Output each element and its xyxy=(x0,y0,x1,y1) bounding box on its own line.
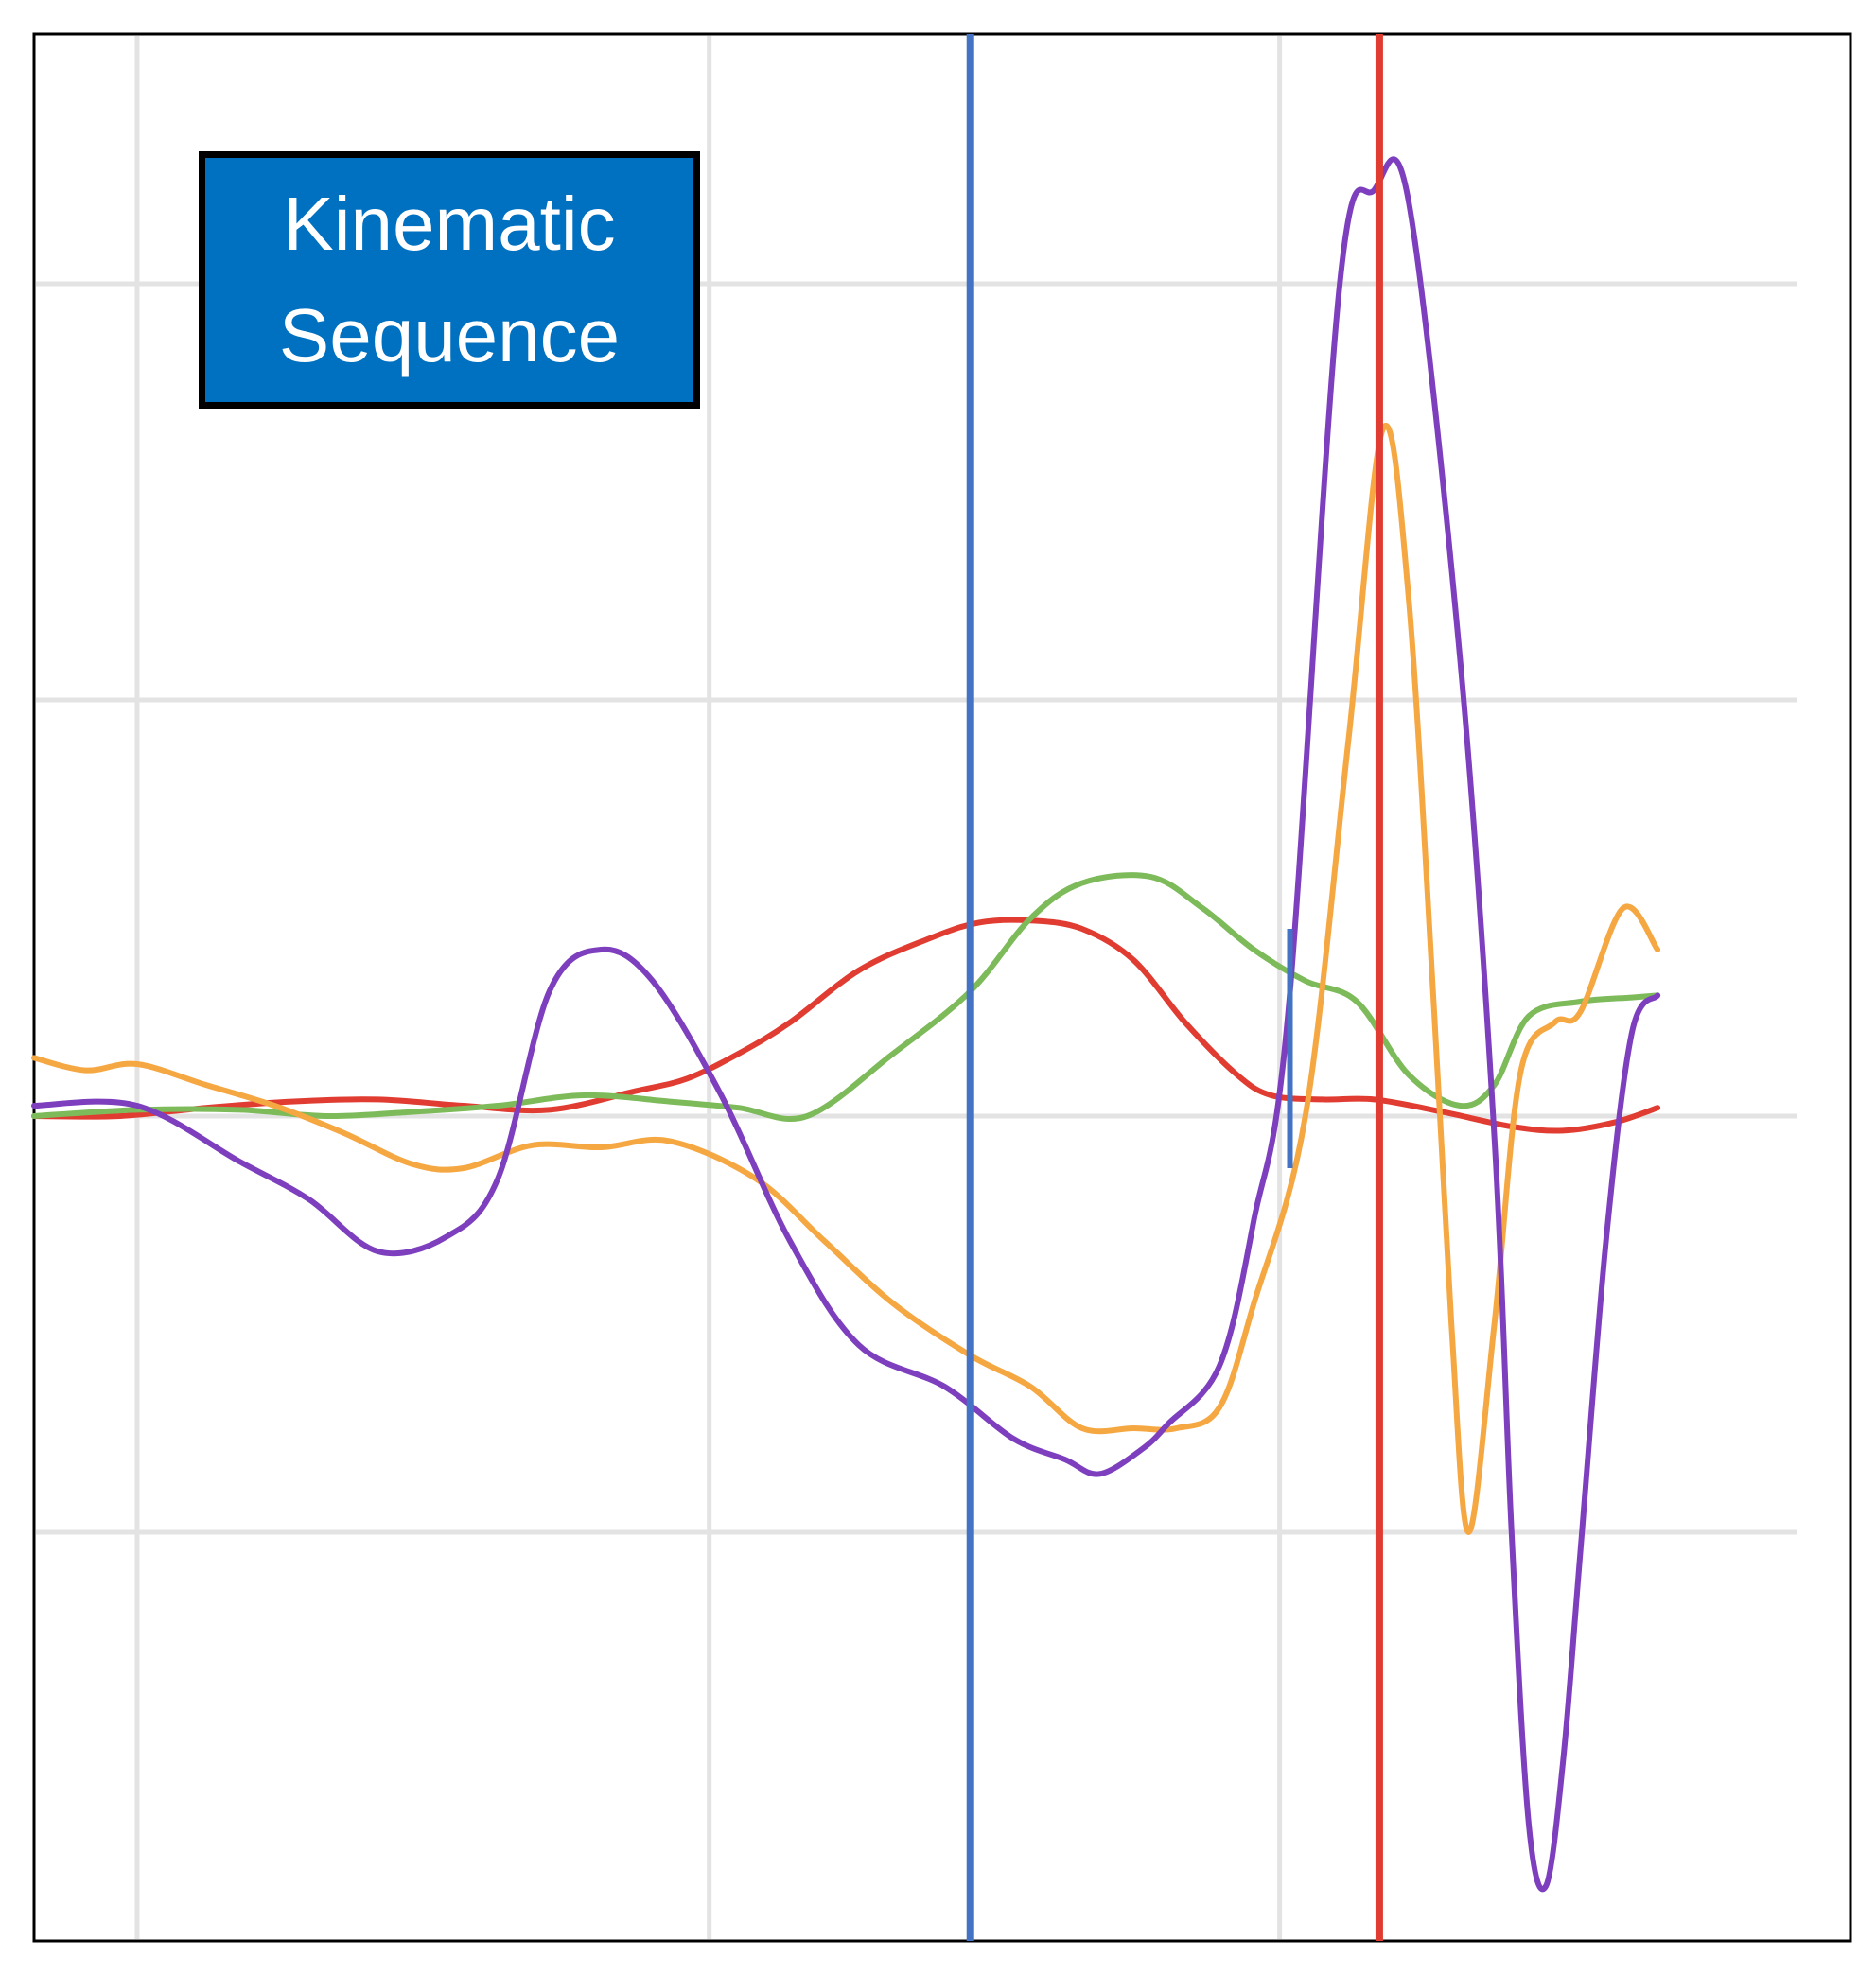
series-line-0 xyxy=(31,917,1661,1134)
chart-title: Kinematic Sequence xyxy=(278,182,621,377)
series-line-1 xyxy=(31,872,1661,1123)
series-layer xyxy=(31,156,1661,1893)
series-line-2 xyxy=(31,422,1661,1535)
series-line-3 xyxy=(31,156,1661,1893)
chart-title-box: Kinematic Sequence xyxy=(199,151,700,409)
event-lines xyxy=(966,34,1383,1941)
